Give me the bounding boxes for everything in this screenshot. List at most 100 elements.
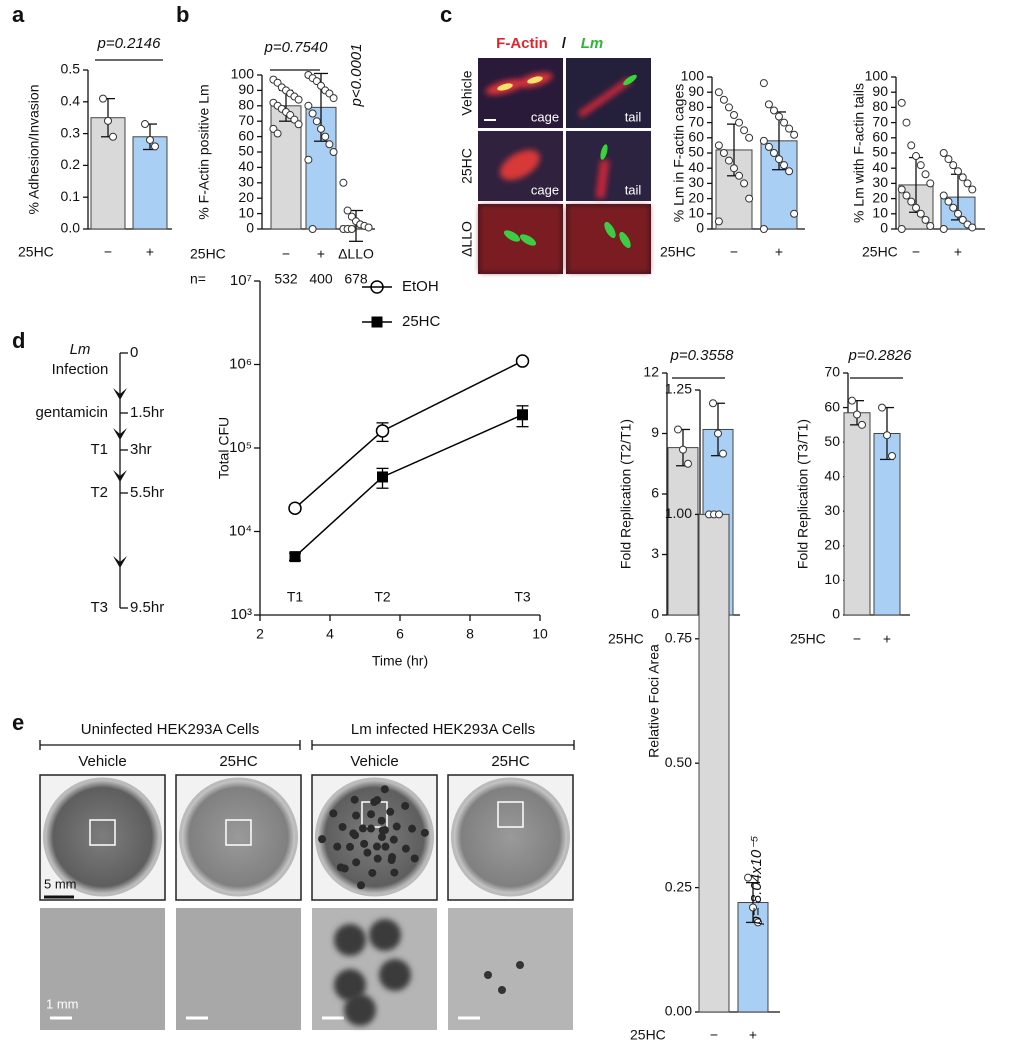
data-point	[785, 124, 794, 133]
data-point	[954, 209, 962, 218]
focus	[360, 839, 369, 848]
scale-label: 5 mm	[44, 876, 77, 891]
timeline-time: 1.5hr	[130, 404, 164, 421]
y-tick-label: 100	[231, 66, 255, 82]
data-point	[714, 141, 723, 150]
data-point	[958, 215, 967, 224]
data-point	[740, 126, 749, 135]
data-point	[325, 140, 334, 149]
data-point	[968, 223, 977, 232]
timeline-arrow	[113, 556, 127, 568]
data-point	[735, 118, 744, 127]
group-label: Uninfected HEK293A Cells	[81, 721, 259, 738]
focus-zoom	[379, 959, 411, 991]
panel-letter: b	[176, 2, 189, 27]
focus	[333, 842, 342, 851]
x-axis-label: 25HC	[660, 244, 696, 260]
y-tick-label: 0.1	[61, 188, 81, 204]
data-point	[151, 142, 159, 151]
micro-tag: cage	[531, 182, 559, 197]
zoom-photo	[176, 908, 301, 1030]
data-point	[347, 225, 356, 233]
focus	[358, 824, 367, 833]
micrographs	[478, 58, 651, 274]
focus	[372, 842, 381, 851]
y-tick-label: 1.25	[665, 381, 692, 397]
y-tick-label: 60	[688, 129, 704, 145]
data-point	[897, 225, 906, 233]
data-point	[939, 191, 948, 200]
fluorescence	[480, 72, 649, 272]
timeline-time: 3hr	[130, 441, 152, 458]
y-tick-label: 0	[832, 606, 840, 622]
data-point	[294, 95, 303, 104]
x-axis-label: 25HC	[18, 244, 54, 260]
y-tick-label: 0.25	[665, 878, 692, 894]
panel-letter: e	[12, 710, 24, 735]
y-tick-label: 30	[872, 174, 888, 190]
focus	[378, 826, 387, 835]
data-point	[304, 155, 313, 164]
timeline-time: 5.5hr	[130, 484, 164, 501]
y-tick-label: 0.00	[665, 1003, 692, 1019]
timeline-step: T3	[90, 599, 108, 616]
data-point	[775, 155, 783, 164]
data-point	[926, 221, 935, 230]
data-point	[321, 132, 330, 141]
data-point	[926, 179, 935, 188]
focus	[363, 848, 372, 857]
data-point	[916, 209, 925, 218]
y-tick-label: 30	[688, 174, 704, 190]
timeline-arrow	[113, 428, 127, 440]
data-point	[308, 109, 317, 118]
n-label: 678	[344, 271, 368, 287]
data-point	[375, 424, 390, 438]
focus	[388, 853, 397, 862]
series-line	[294, 414, 523, 558]
y-tick-label: 12	[643, 364, 659, 380]
x-axis-label: 25HC	[790, 631, 826, 647]
focus	[377, 816, 386, 825]
focus	[370, 798, 379, 807]
y-tick-label: 60	[824, 398, 840, 414]
data-point	[329, 148, 338, 156]
bar	[873, 433, 901, 616]
y-tick-label: 90	[238, 81, 254, 97]
data-point	[780, 161, 789, 170]
data-point	[921, 170, 930, 179]
data-point	[724, 103, 733, 112]
focus	[340, 864, 349, 873]
focus	[338, 822, 347, 831]
focus	[318, 835, 327, 844]
data-point	[939, 225, 948, 233]
timeline-event: Infection	[52, 361, 109, 378]
data-point	[714, 88, 723, 97]
data-point	[724, 156, 733, 165]
data-point	[715, 510, 723, 519]
x-axis-label: Time (hr)	[372, 653, 428, 669]
data-point	[329, 94, 338, 103]
x-tick-label: −	[679, 631, 687, 647]
data-point	[790, 209, 799, 218]
micro-row-label: 25HC	[459, 148, 475, 184]
x-tick-label: +	[146, 244, 154, 260]
focus	[368, 868, 377, 877]
y-tick-label: 10	[872, 205, 888, 221]
y-tick-label: 70	[238, 112, 254, 128]
x-tick-label: 8	[466, 626, 474, 642]
y-tick-label: 0.0	[61, 220, 81, 236]
micro-header: /	[562, 35, 567, 52]
data-point	[343, 206, 352, 215]
focus	[357, 881, 366, 890]
data-point	[141, 120, 149, 129]
y-tick-label: 10	[688, 205, 704, 221]
x-tick-label: −	[282, 246, 290, 262]
focus	[381, 842, 390, 851]
data-point	[949, 203, 958, 212]
y-tick-label: 50	[688, 144, 704, 160]
x-tick-label: +	[883, 631, 891, 647]
p-value: p=0.7540	[264, 39, 329, 56]
timeline-title: Lm	[70, 341, 91, 358]
bar	[843, 412, 871, 616]
